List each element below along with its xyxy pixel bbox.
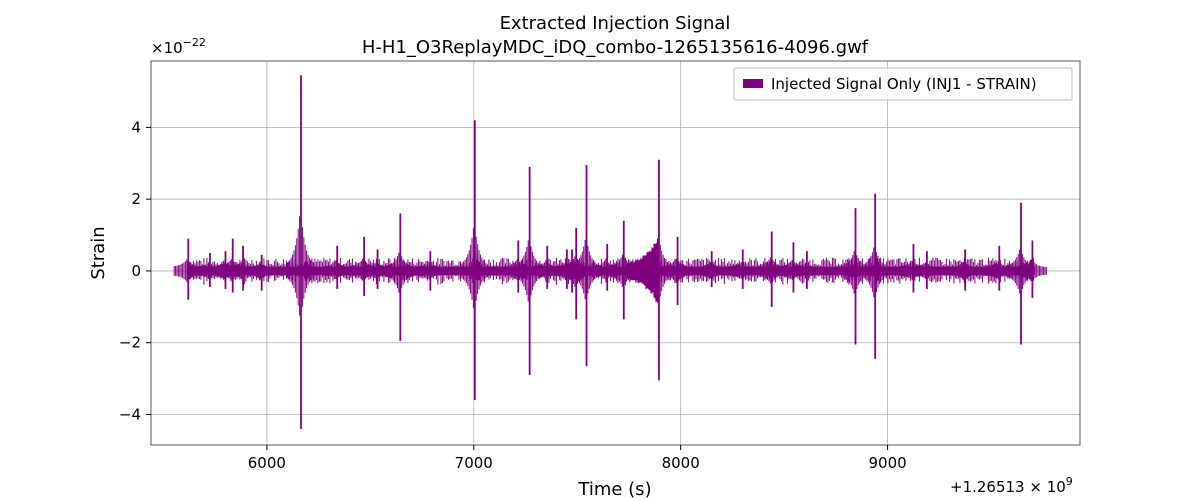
y-ticks: −4 −2 0 2 4 bbox=[119, 118, 151, 423]
legend-label: Injected Signal Only (INJ1 - STRAIN) bbox=[771, 75, 1037, 93]
y-tick-label: −2 bbox=[119, 334, 141, 352]
grid-layer bbox=[151, 61, 1080, 445]
x-ticks: 6000 7000 8000 9000 bbox=[248, 445, 907, 472]
signal-spike-ringdown bbox=[460, 228, 490, 309]
signal-spikes-layer bbox=[173, 75, 1047, 429]
x-offset-base: +1.26513 × 10 bbox=[950, 478, 1066, 496]
legend-swatch bbox=[743, 79, 763, 88]
signal-spike-ringdown bbox=[286, 216, 316, 316]
signal-spike-ringdown bbox=[415, 262, 445, 280]
chart-subtitle: H-H1_O3ReplayMDC_iDQ_combo-1265135616-40… bbox=[362, 37, 869, 58]
signal-spike-ringdown bbox=[515, 240, 545, 302]
signal-spike-ringdown bbox=[385, 252, 415, 293]
x-tick-label: 8000 bbox=[662, 454, 700, 472]
chart-title: Extracted Injection Signal bbox=[500, 13, 731, 34]
signal-spike-ringdown bbox=[609, 254, 639, 287]
y-tick-label: −4 bbox=[119, 405, 141, 423]
y-scale-exponent: −22 bbox=[183, 36, 206, 49]
signal-spike-ringdown bbox=[860, 247, 890, 298]
signal-spike-ringdown bbox=[1017, 259, 1047, 282]
signal-spike-ringdown bbox=[728, 262, 758, 279]
x-axis-label: Time (s) bbox=[577, 479, 651, 500]
y-axis-label: Strain bbox=[88, 226, 109, 279]
signal-spike-ringdown bbox=[247, 263, 277, 280]
y-scale-base: ×10 bbox=[151, 39, 183, 57]
y-scale-label: ×10−22 bbox=[151, 36, 206, 57]
signal-spike-ringdown bbox=[792, 262, 822, 279]
x-offset-exponent: 9 bbox=[1066, 475, 1073, 488]
signal-spike-ringdown bbox=[663, 258, 693, 284]
x-tick-label: 7000 bbox=[455, 454, 493, 472]
axes-frame bbox=[150, 60, 1081, 446]
x-tick-label: 6000 bbox=[248, 454, 286, 472]
legend-box bbox=[733, 67, 1073, 101]
signal-spike-ringdown bbox=[912, 262, 942, 279]
legend: Injected Signal Only (INJ1 - STRAIN) bbox=[733, 67, 1073, 101]
signal-spike-ringdown bbox=[757, 257, 787, 284]
x-offset-label: +1.26513 × 109 bbox=[950, 475, 1073, 496]
signal-spike-ringdown bbox=[697, 262, 727, 279]
y-tick-label: 2 bbox=[131, 190, 141, 208]
signal-spike-ringdown bbox=[173, 259, 203, 282]
signal-spike-ringdown bbox=[950, 262, 980, 280]
x-tick-label: 9000 bbox=[868, 454, 906, 472]
y-tick-label: 0 bbox=[131, 262, 141, 280]
signal-spike-ringdown bbox=[984, 261, 1014, 280]
y-tick-label: 4 bbox=[131, 118, 141, 136]
